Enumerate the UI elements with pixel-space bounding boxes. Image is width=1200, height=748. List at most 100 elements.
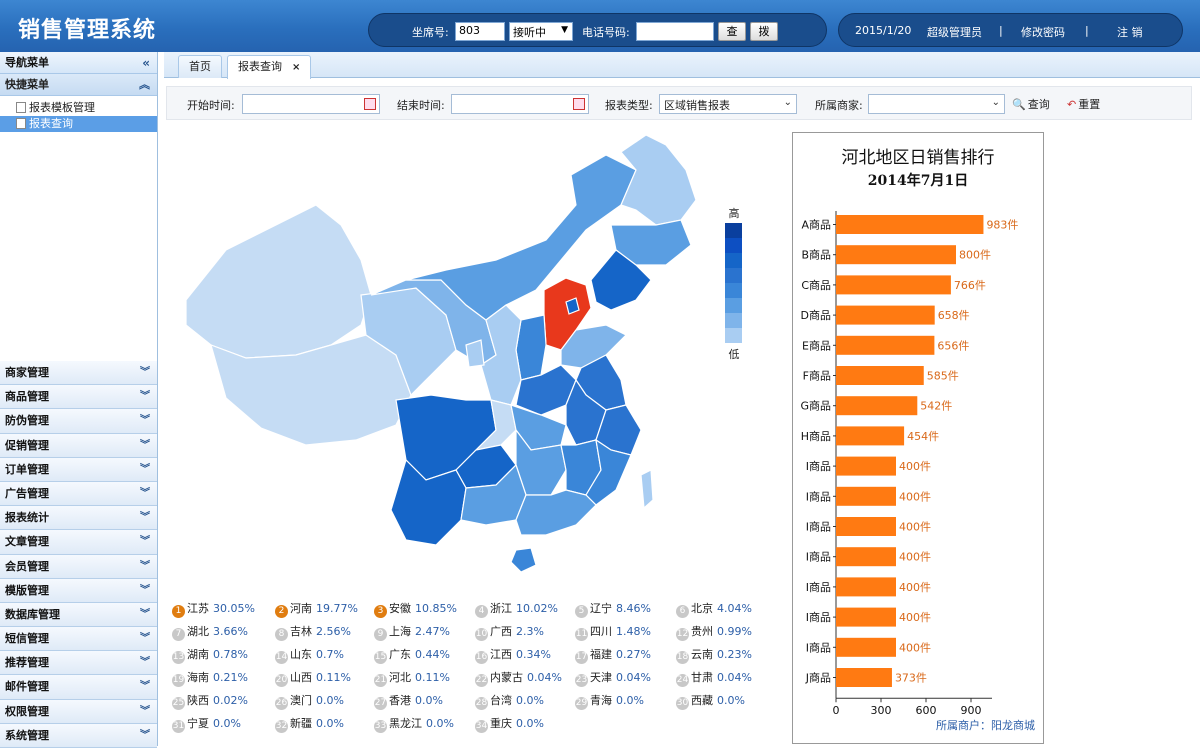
query-phone-button[interactable]: 查 — [718, 22, 746, 41]
map-region-hainan[interactable] — [510, 547, 537, 573]
tab-home[interactable]: 首页 — [178, 55, 222, 78]
change-password-link[interactable]: 修改密码 — [1021, 26, 1065, 39]
report-type-label: 报表类型: — [605, 99, 653, 112]
province-rank-item: 15 广东 0.44% — [374, 646, 450, 664]
province-percent: 0.11% — [316, 671, 351, 684]
bar-value-label: 400件 — [899, 581, 931, 594]
map-region-liaoning[interactable] — [590, 249, 652, 311]
map-region-shandong[interactable] — [560, 324, 628, 369]
reset-button[interactable]: ↶ 重置 — [1067, 96, 1100, 112]
sidebar-menu-item[interactable]: 报表统计 ︾ — [0, 506, 157, 531]
chevron-down-icon: ︾ — [140, 439, 150, 451]
sidebar-menu-item[interactable]: 推荐管理 ︾ — [0, 651, 157, 676]
map-region-taiwan[interactable] — [640, 469, 654, 510]
bar-category-label: C商品 — [801, 278, 831, 292]
bar-value-label: 400件 — [899, 611, 931, 624]
province-rank-item: 8 吉林 2.56% — [275, 623, 351, 641]
chevron-down-icon: ︾ — [140, 512, 150, 524]
quick-item-report-query[interactable]: 报表查询 — [0, 116, 157, 132]
collapse-sidebar-icon[interactable]: « — [142, 56, 150, 70]
chart-subtitle: 2014年7月1日 — [868, 172, 968, 189]
chevron-down-icon: ︾ — [140, 391, 150, 403]
sidebar-menu-label: 订单管理 — [5, 462, 49, 476]
sidebar-menu-item[interactable]: 文章管理 ︾ — [0, 530, 157, 555]
sidebar-menu-item[interactable]: 广告管理 ︾ — [0, 481, 157, 507]
province-percent: 2.47% — [415, 625, 450, 638]
province-rank-item: 5 辽宁 8.46% — [575, 600, 651, 618]
phone-label: 电话号码: — [582, 26, 630, 39]
end-time-input[interactable] — [451, 94, 589, 114]
status-select[interactable]: 接听中 ▼ — [509, 22, 573, 41]
sidebar-menu-item[interactable]: 防伪管理 ︾ — [0, 409, 157, 434]
phone-input[interactable] — [636, 22, 714, 41]
province-name: 河北 — [389, 671, 411, 684]
start-time-input[interactable] — [242, 94, 380, 114]
bar-category-label: B商品 — [801, 248, 831, 262]
province-percent: 0.04% — [616, 671, 651, 684]
map-region-ningxia[interactable] — [465, 339, 485, 368]
chevron-down-icon: ⌄ — [991, 97, 1000, 108]
close-tab-icon[interactable]: × — [292, 62, 301, 73]
province-name: 浙江 — [490, 602, 512, 615]
sidebar-menu-label: 权限管理 — [5, 704, 49, 718]
sidebar-menu-label: 文章管理 — [5, 535, 49, 549]
rank-number-badge: 19 — [172, 674, 185, 687]
sidebar-menu-label: 数据库管理 — [5, 607, 60, 621]
province-name: 甘肃 — [691, 671, 713, 684]
quick-menu-header[interactable]: 快捷菜单 ︽ — [0, 74, 157, 96]
sidebar-menu-label: 会员管理 — [5, 559, 49, 573]
province-name: 上海 — [389, 625, 411, 638]
province-rank-item: 30 西藏 0.0% — [676, 692, 745, 710]
sidebar-menu-item[interactable]: 模版管理 ︾ — [0, 578, 157, 603]
map-region-heilongjiang[interactable] — [620, 134, 697, 226]
merchant-select[interactable]: ⌄ — [868, 94, 1005, 114]
rank-number-badge: 3 — [374, 605, 387, 618]
province-rank-item: 7 湖北 3.66% — [172, 623, 248, 641]
province-rank-item: 12 贵州 0.99% — [676, 623, 752, 641]
map-region-xinjiang[interactable] — [185, 204, 372, 359]
bar — [836, 305, 935, 325]
map-region-beijing[interactable] — [565, 297, 580, 315]
quick-item-label: 报表模板管理 — [29, 101, 95, 114]
tab-report-query[interactable]: 报表查询 × — [227, 55, 312, 79]
rank-number-badge: 11 — [575, 628, 588, 641]
sidebar-menu-item[interactable]: 会员管理 ︾ — [0, 554, 157, 579]
rank-number-badge: 33 — [374, 720, 387, 733]
query-button[interactable]: 🔍 查询 — [1012, 96, 1050, 112]
sidebar-menu-item[interactable]: 促销管理 ︾ — [0, 433, 157, 458]
report-type-select[interactable]: 区域销售报表 ⌄ — [659, 94, 797, 114]
province-rank-item: 21 河北 0.11% — [374, 669, 450, 687]
sidebar-menu-item[interactable]: 权限管理 ︾ — [0, 699, 157, 724]
bar-value-label: 542件 — [920, 400, 952, 413]
rank-number-badge: 9 — [374, 628, 387, 641]
chevron-up-icon[interactable]: ︽ — [139, 78, 150, 91]
dial-button[interactable]: 拨 — [750, 22, 778, 41]
bar-category-label: D商品 — [801, 308, 831, 322]
province-name: 云南 — [691, 648, 713, 661]
quick-item-report-template[interactable]: 报表模板管理 — [0, 100, 157, 116]
sidebar-menu-item[interactable]: 邮件管理 ︾ — [0, 675, 157, 700]
bar-category-label: I商品 — [806, 489, 831, 503]
sidebar-menu-item[interactable]: 商家管理 ︾ — [0, 361, 157, 386]
map-region-fujian[interactable] — [585, 438, 632, 506]
rank-number-badge: 6 — [676, 605, 689, 618]
province-percent: 10.02% — [516, 602, 558, 615]
rank-number-badge: 7 — [172, 628, 185, 641]
map-region-guangdong[interactable] — [515, 489, 597, 536]
sidebar-menu-item[interactable]: 数据库管理 ︾ — [0, 602, 157, 628]
sidebar-menu-item[interactable]: 订单管理 ︾ — [0, 457, 157, 482]
map-region-shaanxi[interactable] — [480, 304, 522, 406]
rank-number-badge: 32 — [275, 720, 288, 733]
sidebar-menu-item[interactable]: 短信管理 ︾ — [0, 627, 157, 652]
sidebar-menu-item[interactable]: 商品管理 ︾ — [0, 385, 157, 410]
rank-number-badge: 28 — [475, 697, 488, 710]
bar — [836, 668, 892, 687]
calendar-icon[interactable] — [573, 98, 585, 110]
seat-input[interactable]: 803 — [455, 22, 505, 41]
sidebar-menu-item[interactable]: 系统管理 ︾ — [0, 723, 157, 748]
calendar-icon[interactable] — [364, 98, 376, 110]
logout-link[interactable]: 注 销 — [1117, 26, 1143, 39]
province-name: 河南 — [290, 602, 312, 615]
province-percent: 1.48% — [616, 625, 651, 638]
bar — [836, 607, 896, 627]
